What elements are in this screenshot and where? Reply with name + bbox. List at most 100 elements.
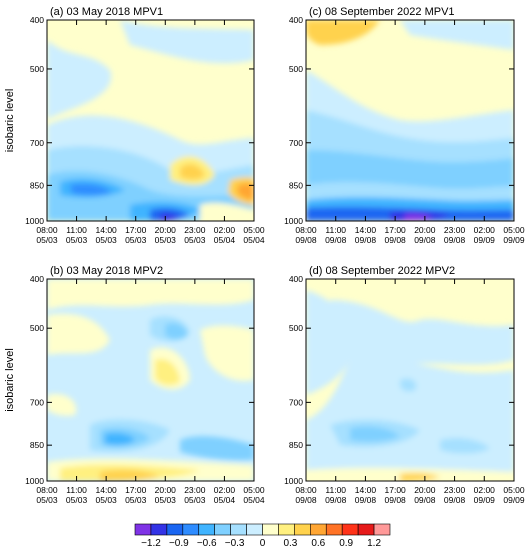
colorbar-label: 0.3 <box>283 538 297 549</box>
x-tick-label-date: 09/08 <box>444 235 466 245</box>
panel-b-field <box>47 279 254 481</box>
panel-a-field <box>47 20 254 221</box>
y-tick-label: 1000 <box>284 216 303 226</box>
x-tick-label-time: 14:00 <box>96 225 118 235</box>
x-tick-label-time: 14:00 <box>355 485 377 495</box>
y-tick-label: 850 <box>30 180 44 190</box>
x-tick-label-time: 11:00 <box>325 485 346 495</box>
colorbar-label: 0.6 <box>311 538 325 549</box>
x-tick-label-time: 05:00 <box>503 225 525 235</box>
panel-d-frame <box>305 278 515 482</box>
x-tick-label-time: 14:00 <box>355 225 377 235</box>
y-tick-label: 1000 <box>284 476 303 486</box>
panel-c-axes: (c) 08 September 2022 MPV1 400 500 700 850 10… <box>284 6 525 245</box>
x-tick-label-date: 09/08 <box>325 235 347 245</box>
x-tick-label-date: 05/03 <box>155 495 177 505</box>
panel-b-axes: (b) 03 May 2018 MPV2 400 500 700 850 100008:0… <box>4 265 265 505</box>
x-tick-label-date: 09/09 <box>503 495 525 505</box>
colorbar-swatch <box>262 523 279 536</box>
x-tick-label-date: 09/09 <box>474 495 496 505</box>
x-tick-label-time: 08:00 <box>295 485 317 495</box>
x-tick-label-date: 09/08 <box>355 495 377 505</box>
x-tick-label-time: 23:00 <box>444 225 466 235</box>
colorbar-swatch <box>294 523 311 536</box>
colorbar: −1.2 −0.9 −0.6 −0.3 0 0.3 0.6 0.9 1.2 <box>134 523 391 549</box>
panel-d-title: (d) 08 September 2022 MPV2 <box>309 265 455 277</box>
x-tick-label-time: 05:00 <box>243 485 265 495</box>
x-tick-label-time: 02:00 <box>474 225 496 235</box>
x-tick-label-date: 09/08 <box>325 495 347 505</box>
x-tick-label-time: 11:00 <box>66 225 87 235</box>
x-tick-label-time: 20:00 <box>155 485 177 495</box>
panel-d-field <box>306 279 514 481</box>
colorbar-swatch <box>373 523 391 536</box>
x-tick-label-time: 02:00 <box>214 225 236 235</box>
x-tick-label-time: 20:00 <box>155 225 177 235</box>
x-tick-label-date: 09/08 <box>385 235 407 245</box>
y-tick-label: 1000 <box>25 476 44 486</box>
x-tick-label-time: 08:00 <box>295 225 317 235</box>
panel-c-title: (c) 08 September 2022 MPV1 <box>309 6 455 18</box>
colorbar-label: −1.2 <box>141 538 161 549</box>
colorbar-swatch <box>310 523 327 536</box>
colorbar-swatch <box>182 523 200 536</box>
x-tick-label-date: 05/03 <box>96 235 118 245</box>
y-tick-label: 700 <box>289 397 303 407</box>
panel-b-frame <box>46 278 255 482</box>
x-tick-label-date: 05/03 <box>36 235 58 245</box>
x-tick-label-time: 11:00 <box>66 485 87 495</box>
x-tick-label-date: 05/04 <box>243 235 265 245</box>
x-tick-label-date: 09/09 <box>474 235 496 245</box>
y-tick-label: 700 <box>30 397 44 407</box>
colorbar-label: 1.2 <box>367 538 381 549</box>
x-tick-label-time: 08:00 <box>36 485 58 495</box>
x-tick-label-time: 17:00 <box>125 225 147 235</box>
panel-b-title: (b) 03 May 2018 MPV2 <box>50 265 163 277</box>
colorbar-swatch <box>230 523 247 536</box>
y-tick-label: 400 <box>289 274 303 284</box>
x-tick-label-date: 05/04 <box>214 235 236 245</box>
y-tick-label: 850 <box>289 180 303 190</box>
x-tick-label-time: 08:00 <box>36 225 58 235</box>
colorbar-swatch <box>278 523 295 536</box>
y-tick-label: 500 <box>30 323 44 333</box>
colorbar-swatch <box>341 523 359 536</box>
x-tick-label-time: 23:00 <box>444 485 466 495</box>
x-tick-label-date: 05/04 <box>243 495 265 505</box>
colorbar-swatch <box>325 523 343 536</box>
x-tick-label-date: 05/03 <box>66 495 88 505</box>
x-tick-label-date: 09/08 <box>295 495 317 505</box>
y-tick-label: 700 <box>289 138 303 148</box>
x-tick-label-date: 09/08 <box>414 495 436 505</box>
x-tick-label-time: 14:00 <box>96 485 118 495</box>
x-tick-label-date: 09/08 <box>385 495 407 505</box>
x-tick-label-date: 09/08 <box>355 235 377 245</box>
colorbar-swatch <box>166 523 184 536</box>
x-tick-label-time: 23:00 <box>184 485 206 495</box>
y-tick-label: 850 <box>289 440 303 450</box>
colorbar-label: −0.3 <box>225 538 245 549</box>
y-tick-label: 400 <box>30 15 44 25</box>
x-tick-label-date: 05/03 <box>184 235 206 245</box>
panel-a-ylabel: isobaric level <box>4 89 16 153</box>
x-tick-label-time: 23:00 <box>184 225 206 235</box>
x-tick-label-date: 05/03 <box>184 495 206 505</box>
colorbar-label: 0.9 <box>339 538 353 549</box>
y-tick-label: 850 <box>30 440 44 450</box>
x-tick-label-time: 05:00 <box>243 225 265 235</box>
x-tick-label-time: 02:00 <box>474 485 496 495</box>
y-tick-label: 500 <box>289 64 303 74</box>
x-tick-label-date: 05/03 <box>96 495 118 505</box>
colorbar-label: −0.6 <box>197 538 217 549</box>
panel-d-axes: (d) 08 September 2022 MPV2 400 500 700 850 10… <box>284 265 525 505</box>
x-tick-label-date: 05/03 <box>36 495 58 505</box>
x-tick-label-date: 05/03 <box>66 235 88 245</box>
colorbar-label: 0 <box>260 538 266 549</box>
x-tick-label-date: 05/03 <box>125 495 147 505</box>
panel-b-ylabel: isobaric level <box>4 348 16 412</box>
x-tick-label-date: 09/08 <box>414 235 436 245</box>
colorbar-swatch <box>150 523 168 536</box>
x-tick-label-date: 09/08 <box>295 235 317 245</box>
x-tick-label-time: 17:00 <box>385 485 407 495</box>
panel-a-axes: (a) 03 May 2018 MPV1 400 500 700 850 100008:0… <box>4 6 265 245</box>
